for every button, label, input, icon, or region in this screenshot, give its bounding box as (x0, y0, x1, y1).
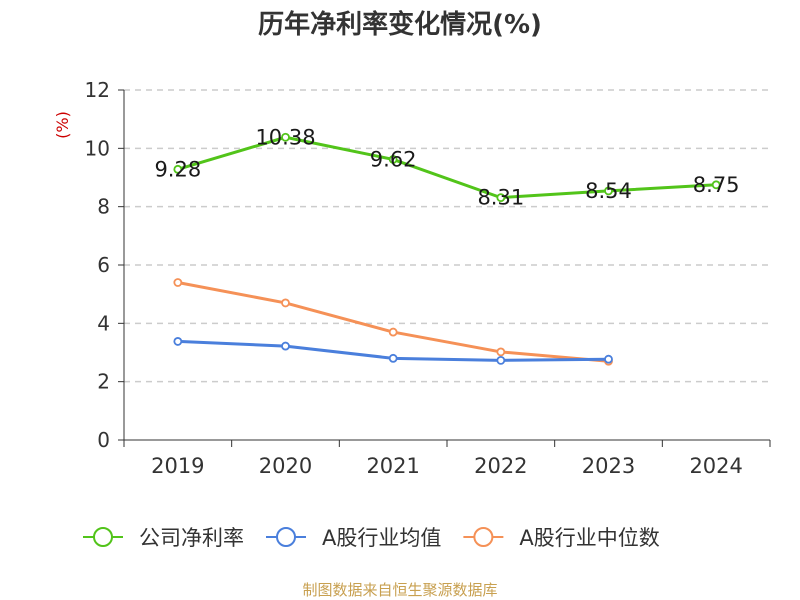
axes (123, 90, 771, 447)
data-point (388, 327, 398, 337)
legend-marker-icon (473, 527, 494, 547)
legend-item-1[interactable]: A股行业均值 (266, 526, 441, 550)
y-tick-label: 4 (97, 311, 110, 335)
legend-label: 公司净利率 (139, 526, 244, 550)
y-tick-label: 10 (85, 136, 110, 160)
data-point (604, 186, 613, 196)
data-point (496, 347, 506, 357)
x-tick-labels: 2019 2020 2021 2022 2023 2024 (151, 454, 743, 478)
gridlines (118, 89, 770, 441)
series-line (177, 281, 609, 363)
series-2 (173, 278, 613, 366)
data-point (388, 155, 398, 164)
data-label: 8.54 (585, 179, 632, 203)
data-label: 10.38 (255, 125, 315, 149)
data-labels: 9.28 10.38 9.62 8.31 8.54 8.75 (154, 125, 739, 209)
data-point (388, 353, 398, 363)
data-point (604, 354, 613, 364)
series-line (177, 135, 717, 200)
y-tick-label: 6 (97, 253, 110, 277)
legend-marker-icon (93, 527, 113, 547)
legend-label: A股行业中位数 (519, 526, 659, 550)
y-axis-unit-label: (%) (53, 111, 72, 139)
data-point (281, 341, 290, 351)
series-0 (173, 132, 721, 203)
data-label: 8.31 (477, 186, 524, 210)
data-point (173, 278, 183, 287)
source-note: 制图数据来自恒生聚源数据库 (302, 581, 497, 599)
data-point (173, 164, 183, 174)
legend-marker-icon (276, 527, 296, 547)
data-point (496, 193, 506, 203)
y-tick-labels: 0 2 4 6 8 10 12 (85, 78, 110, 452)
series-1 (173, 337, 613, 365)
data-point (496, 355, 506, 365)
y-tick-label: 2 (97, 370, 110, 394)
y-tick-label: 12 (85, 78, 110, 102)
chart-title: 历年净利率变化情况(%) (258, 9, 542, 40)
legend-item-0[interactable]: 公司净利率 (83, 526, 244, 550)
y-tick-label: 0 (97, 428, 110, 452)
data-point (173, 337, 183, 346)
series-group (173, 132, 721, 366)
x-tick-label: 2021 (366, 454, 419, 478)
x-tick-label: 2020 (259, 454, 312, 478)
data-label: 8.75 (693, 173, 740, 197)
x-tick-label: 2019 (151, 454, 204, 478)
x-tick-label: 2023 (582, 454, 635, 478)
data-point (281, 298, 290, 308)
legend: 公司净利率 A股行业均值 A股行业中位数 (83, 526, 660, 550)
legend-label: A股行业均值 (322, 526, 441, 550)
x-tick-label: 2024 (689, 454, 742, 478)
x-tick-label: 2022 (474, 454, 527, 478)
y-tick-label: 8 (97, 195, 110, 219)
legend-item-2[interactable]: A股行业中位数 (463, 526, 660, 550)
data-point (281, 132, 290, 142)
data-point (711, 180, 721, 190)
data-label: 9.62 (370, 147, 417, 171)
data-label: 9.28 (154, 157, 201, 181)
